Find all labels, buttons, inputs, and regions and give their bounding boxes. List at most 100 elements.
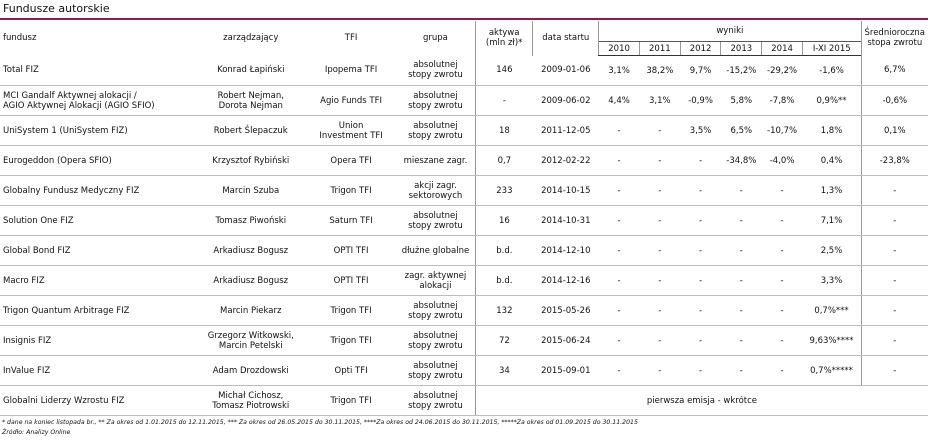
table-row: Insignis FIZ Grzegorz Witkowski, Marcin Pe… [0,325,928,356]
avg-return-cell: - [860,355,928,386]
tfi-cell-line: Union [338,120,364,131]
fund-name-cell-line: Macro FIZ [3,275,45,286]
result-cell: - [720,265,762,296]
fund-name-cell-line: Globalny Fundusz Medyczny FIZ [3,185,140,196]
fund-name-cell-line: Globalni Liderzy Wzrostu FIZ [3,395,125,406]
start-date-cell: 2014-10-31 [532,205,599,236]
result-cell: - [598,205,640,236]
assets-cell: 132 [475,295,533,326]
assets-cell: 146 [475,55,533,86]
tfi-cell-line: OPTI TFI [333,275,369,286]
result-cell: -34,8% [720,145,762,176]
tfi-cell: Union Investment TFI [306,115,396,146]
tfi-cell-line: Opera TFI [330,155,372,166]
manager-cell-line: Marcin Szuba [222,185,280,196]
group-cell: zagr. aktywnej alokacji [396,265,476,296]
page-title: Fundusze autorskie [3,2,110,15]
result-cell: - [761,265,803,296]
title-rule [0,18,928,20]
result-cell: 0,4% [802,145,862,176]
group-cell: absolutnej stopy zwrotu [396,85,476,116]
result-cell: -0,9% [680,85,721,116]
group-cell-line: akcji zagr. [414,180,457,191]
group-cell-line: absolutnej [413,90,458,101]
result-cell: 3,3% [802,265,862,296]
tfi-cell-line: Trigon TFI [330,305,372,316]
avg-return-cell: 0,1% [860,115,928,146]
fund-name-cell: Insignis FIZ [0,325,196,356]
manager-cell: Arkadiusz Bogusz [195,265,307,296]
avg-return-cell: - [860,265,928,296]
manager-cell: Marcin Piekarz [195,295,307,326]
group-cell: mieszane zagr. [396,145,476,176]
fund-name-cell: Globalni Liderzy Wzrostu FIZ [0,385,196,416]
group-cell-line: stopy zwrotu [408,370,463,381]
funds-table-body: Total FIZ Konrad Łapiński Ipopema TFI absol… [0,55,928,416]
start-date-cell: 2015-06-24 [532,325,599,356]
manager-cell: Konrad Łapiński [195,55,307,86]
fund-name-cell-line: Total FIZ [3,65,39,76]
result-cell: - [680,175,721,206]
assets-cell: 16 [475,205,533,236]
result-cell: - [639,205,681,236]
group-cell: absolutnej stopy zwrotu [396,55,476,86]
manager-cell: Michał Cichosz, Tomasz Piotrowski [195,385,307,416]
result-cell: 3,1% [598,55,640,86]
start-date-cell: 2014-12-10 [532,235,599,266]
fund-name-cell-line: Solution One FIZ [3,215,74,226]
avg-return-cell: -0,6% [860,85,928,116]
result-cell: - [680,325,721,356]
result-cell: - [639,115,681,146]
year-header: 2010 [598,41,640,56]
avg-return-cell: - [860,205,928,236]
fund-name-cell: Total FIZ [0,55,196,86]
manager-cell: Adam Drozdowski [195,355,307,386]
result-cell: - [639,145,681,176]
result-cell: 2,5% [802,235,862,266]
fund-name-cell-line: MCI Gandalf Aktywnej alokacji / [3,90,137,101]
result-cell: - [680,145,721,176]
result-cell: - [598,265,640,296]
result-cell: - [720,325,762,356]
tfi-cell: Ipopema TFI [306,55,396,86]
manager-cell: Krzysztof Rybiński [195,145,307,176]
group-cell-line: stopy zwrotu [408,340,463,351]
result-cell: - [639,325,681,356]
group-cell: absolutnej stopy zwrotu [396,205,476,236]
result-cell: - [680,265,721,296]
tfi-cell-line: Trigon TFI [330,395,372,406]
tfi-cell: Agio Funds TFI [306,85,396,116]
start-date-cell: 2011-12-05 [532,115,599,146]
result-cell: 4,4% [598,85,640,116]
group-cell-line: stopy zwrotu [408,220,463,231]
manager-cell: Grzegorz Witkowski, Marcin Petelski [195,325,307,356]
result-cell: 1,3% [802,175,862,206]
fund-name-cell-line: InValue FIZ [3,365,51,376]
start-date-cell: 2012-02-22 [532,145,599,176]
result-cell: 0,7%*** [802,295,862,326]
manager-cell-line: Konrad Łapiński [217,65,285,76]
fund-name-cell: Globalny Fundusz Medyczny FIZ [0,175,196,206]
tfi-cell: Trigon TFI [306,175,396,206]
result-cell: 1,8% [802,115,862,146]
avg-return-cell: - [860,325,928,356]
result-cell: 5,8% [720,85,762,116]
result-cell: - [680,355,721,386]
group-cell: absolutnej stopy zwrotu [396,295,476,326]
assets-cell: 233 [475,175,533,206]
col-header-wyniki: wyniki [598,21,862,42]
result-cell: 3,5% [680,115,721,146]
result-cell: - [639,265,681,296]
result-cell: - [639,355,681,386]
assets-cell: - [475,85,533,116]
result-cell: - [680,205,721,236]
assets-cell: 18 [475,115,533,146]
table-row: Global Bond FIZ Arkadiusz Bogusz OPTI TFI d… [0,235,928,266]
result-cell: - [598,115,640,146]
tfi-cell: Opti TFI [306,355,396,386]
result-cell: - [720,175,762,206]
fund-name-cell: UniSystem 1 (UniSystem FIZ) [0,115,196,146]
result-cell: 9,63%**** [802,325,862,356]
manager-cell-line: Krzysztof Rybiński [212,155,290,166]
assets-cell: 34 [475,355,533,386]
